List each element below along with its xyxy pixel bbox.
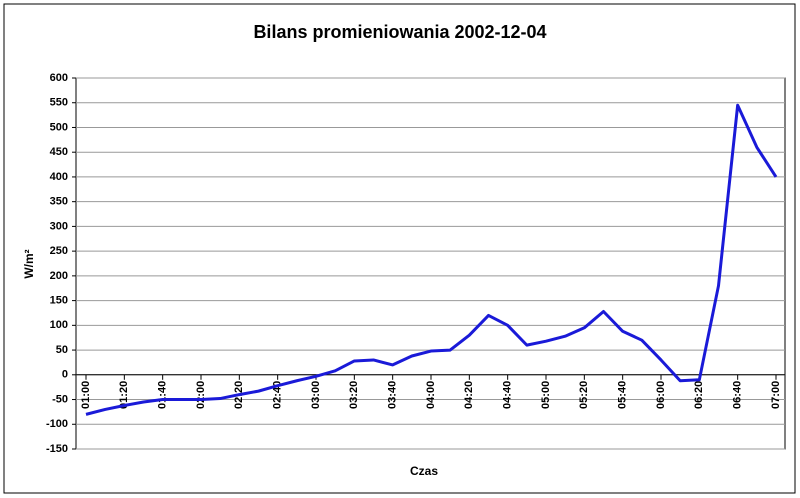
y-tick-label: 550 (50, 97, 68, 109)
x-tick-label: 04:00 (425, 381, 437, 409)
y-tick-label: -50 (52, 393, 68, 405)
x-tick-label: 05:40 (617, 381, 629, 409)
x-tick-label: 01:00 (80, 381, 92, 409)
x-tick-label: 01:40 (157, 381, 169, 409)
x-tick-label: 05:00 (540, 381, 552, 409)
x-tick-label: 03:40 (387, 381, 399, 409)
chart-title: Bilans promieniowania 2002-12-04 (253, 22, 546, 42)
y-tick-label: 350 (50, 196, 68, 208)
y-tick-label: 450 (50, 146, 68, 158)
x-tick-label: 05:20 (578, 381, 590, 409)
x-tick-label: 03:00 (310, 381, 322, 409)
plot-area (75, 77, 786, 450)
x-tick-label: 03:20 (348, 381, 360, 409)
x-tick-label: 06:40 (732, 381, 744, 409)
y-axis-title: W/m² (22, 249, 36, 278)
y-tick-label: 300 (50, 220, 68, 232)
y-tick-label: 150 (50, 295, 68, 307)
x-tick-label: 02:00 (195, 381, 207, 409)
y-tick-label: -150 (46, 443, 68, 455)
x-tick-label: 06:00 (655, 381, 667, 409)
y-tick-label: 200 (50, 270, 68, 282)
x-axis-title: Czas (410, 464, 438, 478)
x-tick-label: 06:20 (693, 381, 705, 409)
y-tick-label: 0 (62, 369, 68, 381)
y-tick-label: 500 (50, 121, 68, 133)
y-tick-label: 600 (50, 72, 68, 84)
y-tick-label: 100 (50, 319, 68, 331)
y-tick-label: 250 (50, 245, 68, 257)
y-tick-label: 50 (56, 344, 68, 356)
data-line (85, 103, 778, 416)
x-tick-label: 04:20 (463, 381, 475, 409)
x-tick-label: 01:20 (118, 381, 130, 409)
x-tick-label: 04:40 (502, 381, 514, 409)
x-tick-label: 07:00 (770, 381, 782, 409)
y-tick-label: -100 (46, 418, 68, 430)
y-tick-label: 400 (50, 171, 68, 183)
